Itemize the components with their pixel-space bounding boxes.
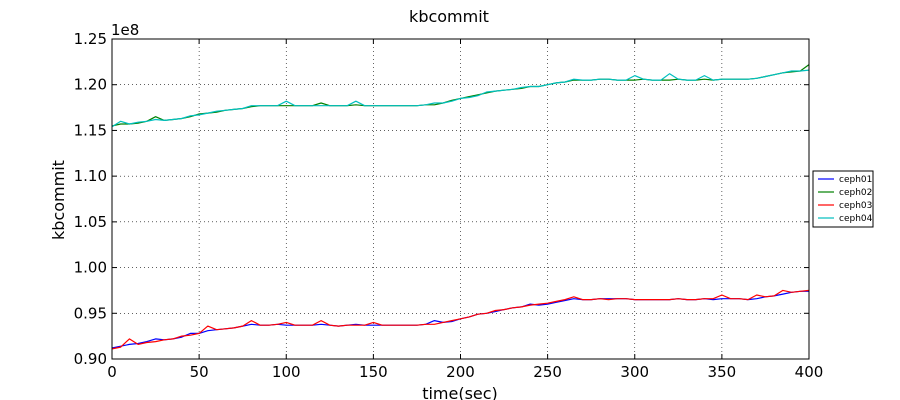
chart-title: kbcommit — [409, 7, 489, 26]
grid — [111, 38, 810, 360]
x-tick-label: 0 — [107, 363, 117, 381]
series-line-ceph03 — [111, 289, 810, 350]
x-tick-label: 350 — [708, 363, 737, 381]
legend-label: ceph04 — [839, 214, 873, 224]
y-tick-label: 1.25 — [74, 30, 107, 48]
x-tick-label: 100 — [272, 363, 301, 381]
x-tick-label: 200 — [446, 363, 475, 381]
x-tick-label: 250 — [533, 363, 562, 381]
x-tick-label: 50 — [190, 363, 209, 381]
y-tick-label: 0.90 — [74, 350, 107, 368]
series-layer — [111, 64, 810, 350]
series-line-ceph04 — [111, 69, 810, 128]
x-tick-label: 300 — [620, 363, 649, 381]
y-tick-label: 0.95 — [74, 304, 107, 322]
legend: ceph01 ceph02 ceph03 ceph04 — [812, 170, 874, 228]
y-tick-label: 1.05 — [74, 213, 107, 231]
y-tick-label: 1.10 — [74, 167, 107, 185]
y-tick-label: 1.15 — [74, 121, 107, 139]
y-tick-label: 1.00 — [74, 259, 107, 277]
axis-ticks: 0 50 100 150 200 250 300 350 400 0.90 0.95 1.00 1.05… — [74, 30, 824, 381]
x-tick-label: 400 — [795, 363, 824, 381]
legend-label: ceph02 — [839, 188, 872, 198]
x-tick-label: 150 — [359, 363, 388, 381]
legend-label: ceph01 — [839, 175, 872, 185]
y-axis-label: kbcommit — [49, 160, 68, 240]
y-multiplier-label: 1e8 — [111, 21, 139, 39]
legend-label: ceph03 — [839, 201, 872, 211]
y-tick-label: 1.20 — [74, 76, 107, 94]
x-axis-label: time(sec) — [422, 384, 498, 400]
